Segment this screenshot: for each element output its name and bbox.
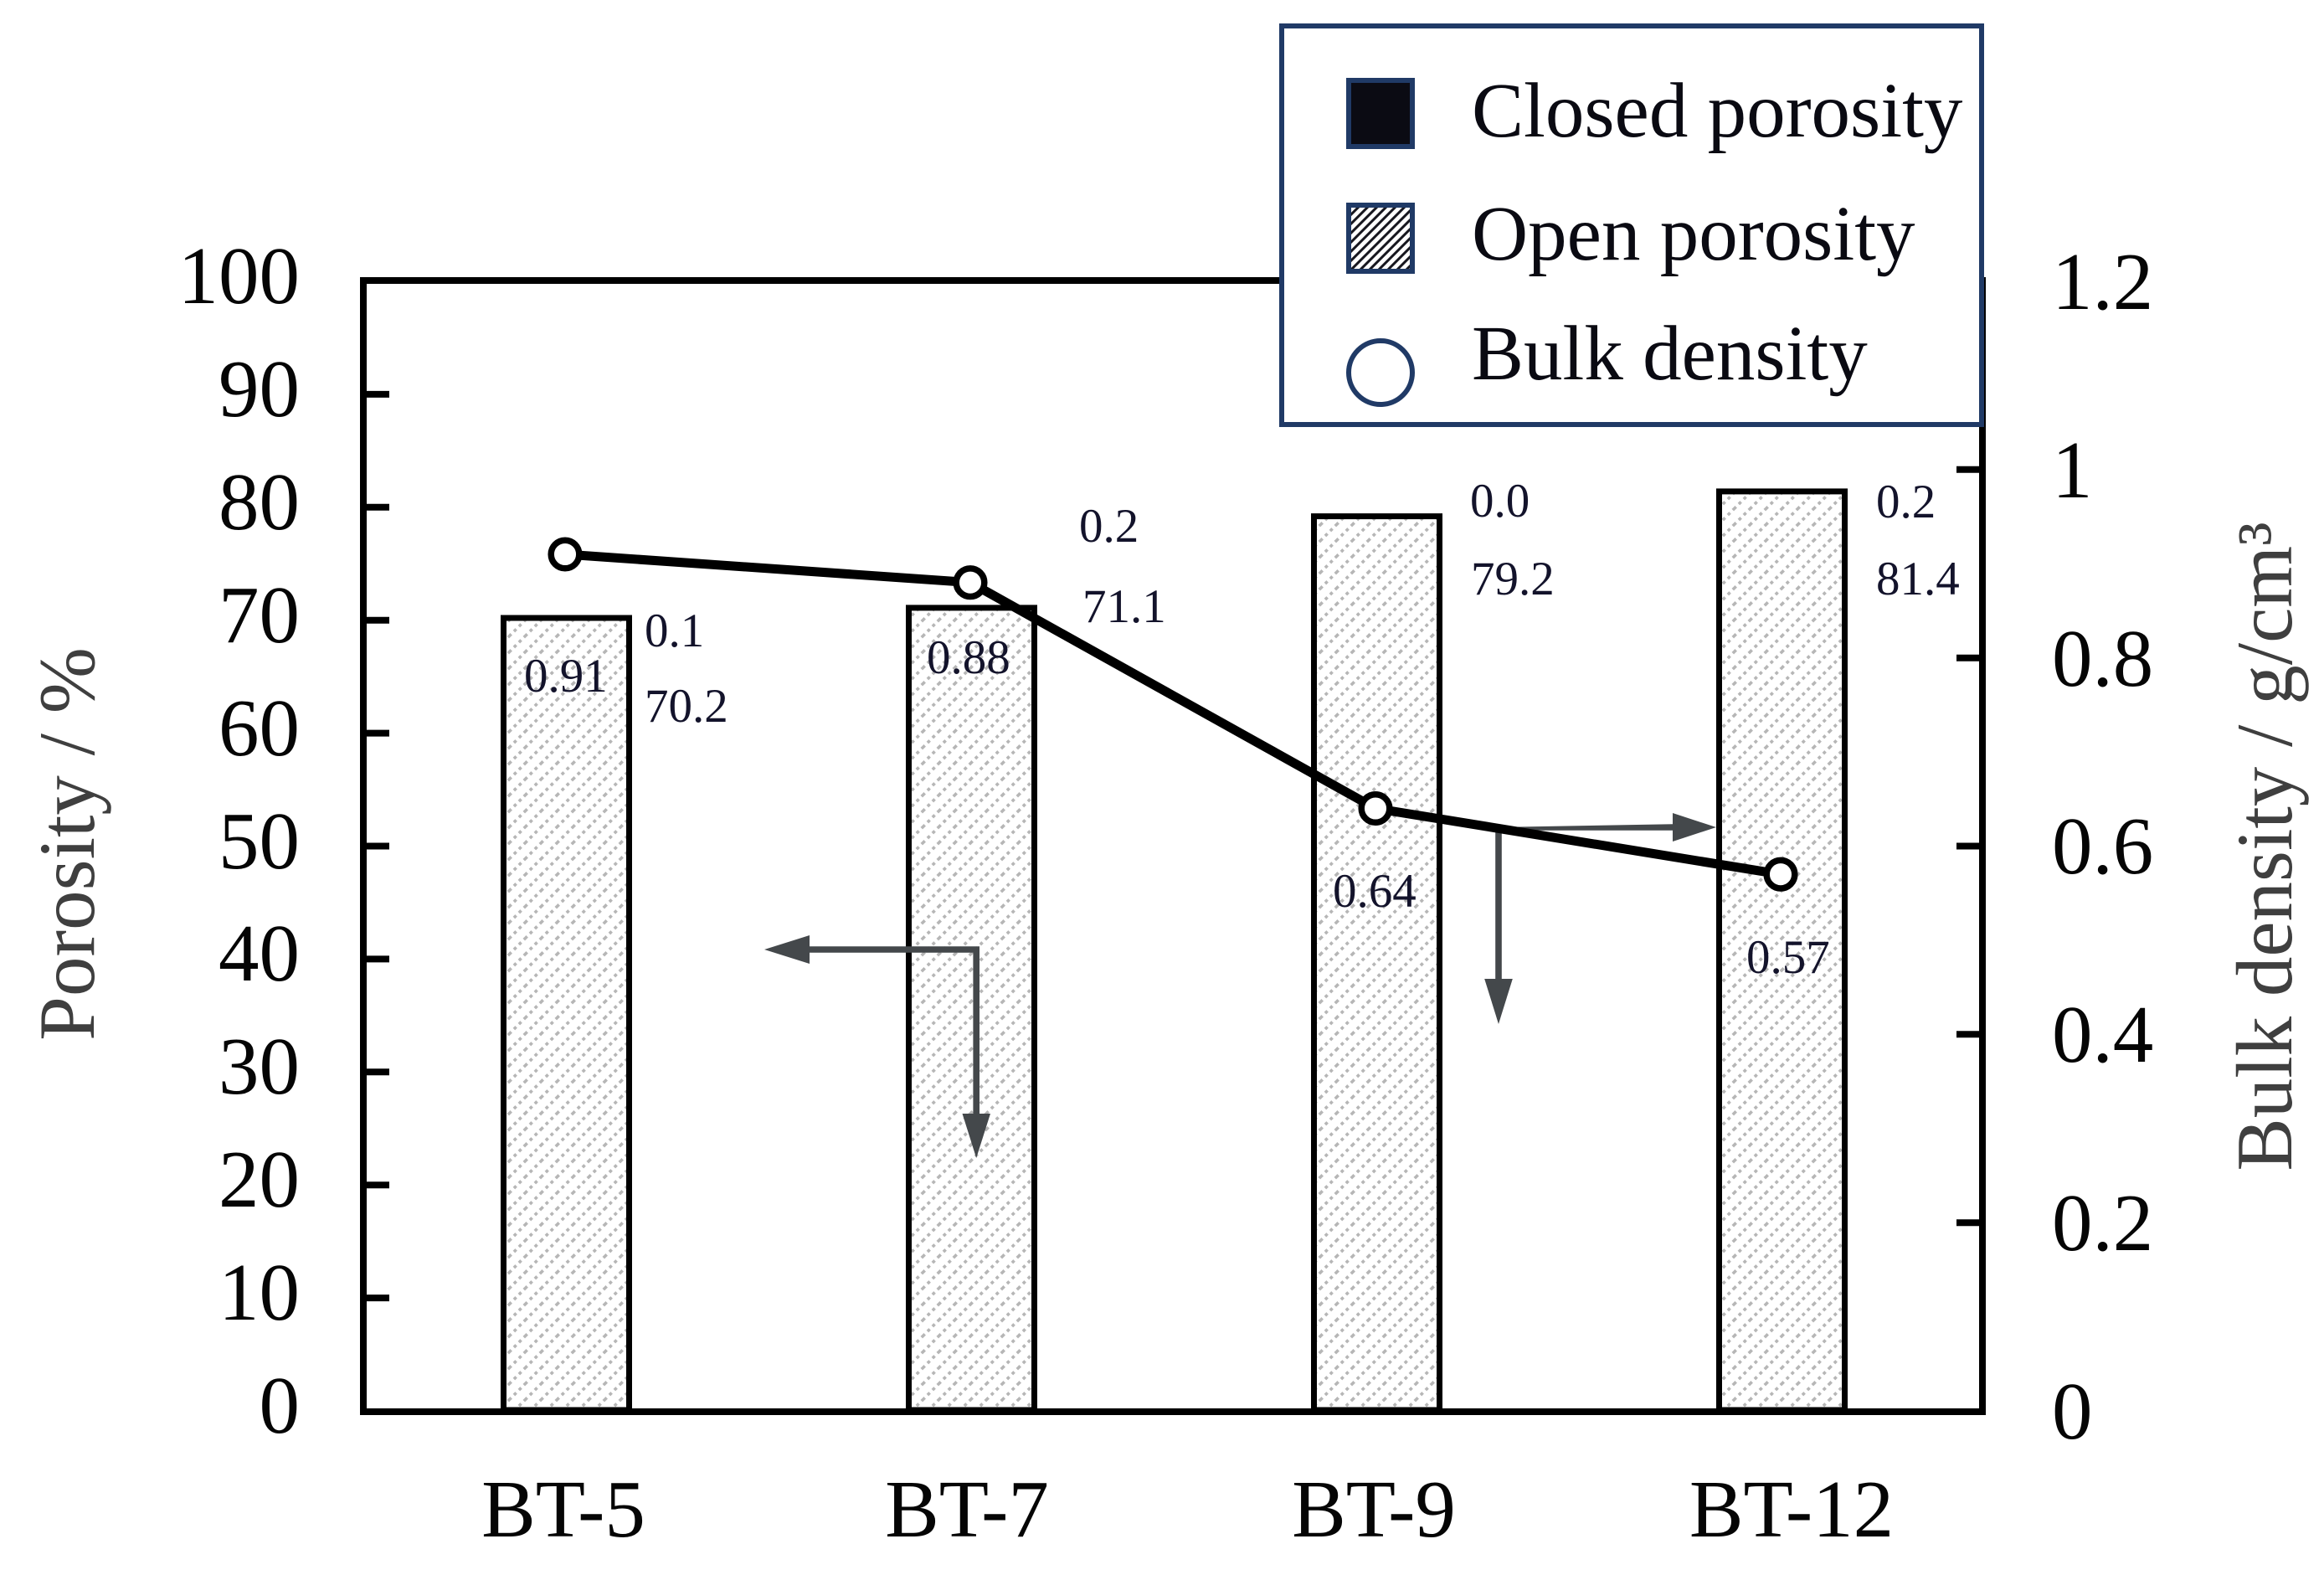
svg-text:1.2: 1.2 xyxy=(2052,237,2153,327)
svg-text:0: 0 xyxy=(260,1361,301,1450)
svg-text:40: 40 xyxy=(219,908,300,998)
svg-text:30: 30 xyxy=(219,1022,300,1111)
svg-text:BT-7: BT-7 xyxy=(885,1464,1049,1554)
svg-text:50: 50 xyxy=(219,796,300,886)
svg-text:71.1: 71.1 xyxy=(1082,580,1166,633)
svg-text:BT-5: BT-5 xyxy=(481,1464,645,1554)
svg-text:0.64: 0.64 xyxy=(1333,865,1417,918)
svg-text:60: 60 xyxy=(219,683,300,773)
svg-text:79.2: 79.2 xyxy=(1471,553,1555,605)
svg-text:Porosity / %: Porosity / % xyxy=(23,647,111,1041)
svg-text:1: 1 xyxy=(2052,425,2093,515)
svg-text:Closed porosity: Closed porosity xyxy=(1472,68,1963,154)
svg-text:0.2: 0.2 xyxy=(1876,476,1936,528)
svg-text:70.2: 70.2 xyxy=(645,680,728,733)
svg-text:70: 70 xyxy=(219,570,300,660)
svg-text:90: 90 xyxy=(219,344,300,434)
svg-text:0.0: 0.0 xyxy=(1470,475,1530,528)
svg-text:0.2: 0.2 xyxy=(2052,1178,2153,1268)
svg-text:0.91: 0.91 xyxy=(524,650,608,703)
svg-text:Bulk density: Bulk density xyxy=(1472,311,1868,397)
svg-text:80: 80 xyxy=(219,457,300,547)
svg-text:0.4: 0.4 xyxy=(2052,990,2153,1079)
svg-text:100: 100 xyxy=(178,231,301,321)
svg-text:0.2: 0.2 xyxy=(1079,500,1139,553)
svg-text:81.4: 81.4 xyxy=(1876,553,1960,605)
svg-text:0.88: 0.88 xyxy=(927,631,1010,684)
svg-text:10: 10 xyxy=(219,1248,300,1337)
svg-text:0: 0 xyxy=(2052,1367,2093,1456)
svg-text:20: 20 xyxy=(219,1135,300,1224)
svg-text:0.57: 0.57 xyxy=(1746,931,1830,984)
svg-text:Bulk density / g/cm³: Bulk density / g/cm³ xyxy=(2220,522,2309,1171)
svg-text:Open porosity: Open porosity xyxy=(1472,191,1915,277)
svg-text:BT-9: BT-9 xyxy=(1292,1464,1456,1554)
svg-text:0.6: 0.6 xyxy=(2052,801,2153,891)
svg-text:0.1: 0.1 xyxy=(645,605,704,657)
svg-text:BT-12: BT-12 xyxy=(1689,1464,1894,1554)
svg-text:0.8: 0.8 xyxy=(2052,614,2153,703)
